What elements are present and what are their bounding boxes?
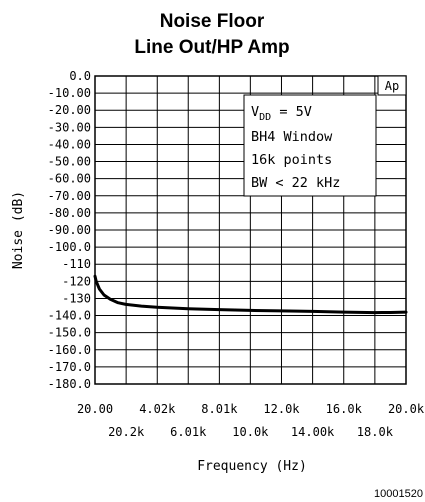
y-tick-label: -140.0: [48, 309, 91, 323]
chart-title-line-2: Line Out/HP Amp: [134, 37, 289, 58]
y-tick-label: -180.0: [48, 377, 91, 391]
x-tick-label: 20.00: [77, 402, 113, 416]
x-tick-label: 16.0k: [326, 402, 363, 416]
legend-line-points: 16k points: [251, 152, 332, 168]
x-tick-label: 4.02k: [139, 402, 176, 416]
x-tick-labels: 20.00 4.02k 8.01k 12.0k 16.0k 20.0k 20.2k 6.01k…: [77, 402, 425, 439]
y-tick-label: -160.0: [48, 343, 91, 357]
legend: VDD = 5V BH4 Window 16k points BW < 22 k…: [251, 104, 340, 191]
legend-line-vdd: VDD = 5V: [251, 104, 312, 123]
legend-line-window: BH4 Window: [251, 129, 333, 145]
legend-vdd-rest: = 5V: [271, 104, 312, 120]
y-tick-label: -60.00: [48, 172, 91, 186]
y-tick-label: -10.00: [48, 86, 91, 100]
y-tick-label: -20.00: [48, 103, 91, 117]
series-layer: [93, 274, 408, 315]
series-line-0: [93, 274, 408, 315]
x-tick-label: 20.0k: [388, 402, 425, 416]
legend-box: [243, 94, 377, 197]
y-tick-label: -130: [62, 291, 91, 305]
x-axis-label: Frequency (Hz): [197, 459, 307, 474]
x-tick-label: 10.0k: [232, 425, 269, 439]
plot-frame: [94, 75, 407, 385]
corner-mark: Ap: [385, 79, 399, 93]
y-tick-label: -110: [62, 257, 91, 271]
y-tick-label: -50.00: [48, 155, 91, 169]
y-tick-label: -100.0: [48, 240, 91, 254]
y-tick-label: -120: [62, 274, 91, 288]
y-tick-label: -80.00: [48, 206, 91, 220]
x-tick-label: 8.01k: [201, 402, 238, 416]
y-tick-label: -150.0: [48, 326, 91, 340]
y-tick-label: -170.0: [48, 360, 91, 374]
legend-line-bandwidth: BW < 22 kHz: [251, 175, 340, 191]
chart-title-line-1: Noise Floor: [160, 11, 265, 32]
x-tick-label: 14.00k: [291, 425, 335, 439]
legend-vdd-subscript: DD: [259, 112, 271, 123]
figure-id: 10001520: [374, 488, 423, 500]
y-tick-labels: 0.0 -10.00 -20.00 -30.00 -40.00 -50.00 -60.00 -…: [48, 69, 91, 391]
y-tick-label: 0.0: [69, 69, 91, 83]
y-axis-label: Noise (dB): [11, 191, 26, 269]
y-tick-label: -40.00: [48, 137, 91, 151]
grid: [94, 75, 407, 385]
x-tick-label: 20.2k: [108, 425, 145, 439]
y-tick-label: -70.00: [48, 189, 91, 203]
x-tick-label: 12.0k: [263, 402, 300, 416]
legend-vdd-main: V: [251, 104, 259, 120]
corner-mark-box: [377, 75, 407, 96]
y-tick-label: -30.00: [48, 120, 91, 134]
x-tick-label: 6.01k: [170, 425, 207, 439]
x-tick-label: 18.0k: [357, 425, 394, 439]
y-tick-label: -90.00: [48, 223, 91, 237]
